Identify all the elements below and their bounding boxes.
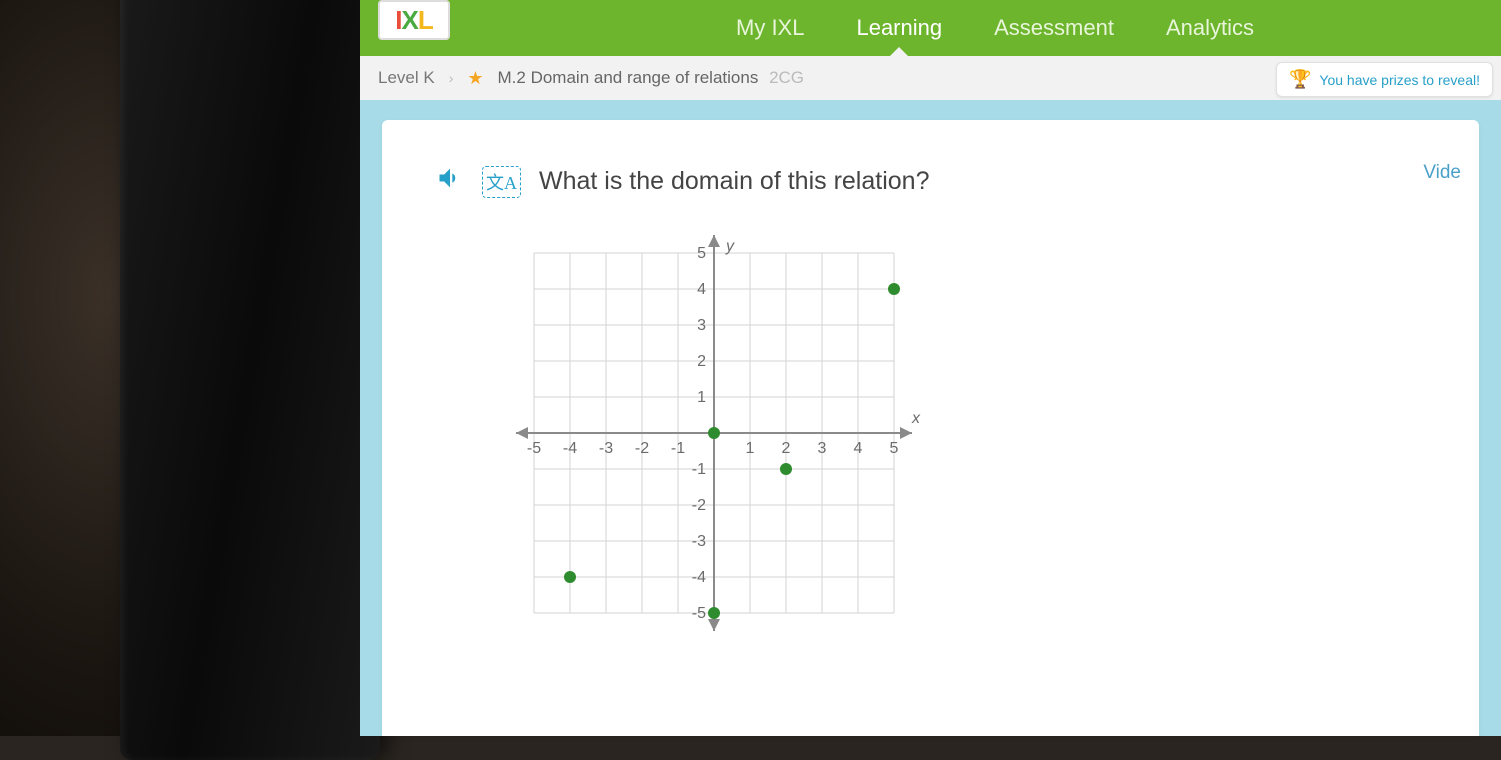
svg-text:5: 5 [890, 440, 899, 457]
svg-text:4: 4 [697, 281, 706, 298]
question-card: Vide 文A What is the domain of this relat… [382, 120, 1479, 736]
video-link[interactable]: Vide [1423, 162, 1461, 184]
top-nav: IXL My IXL Learning Assessment Analytics [360, 0, 1501, 56]
data-point [888, 283, 900, 295]
svg-text:-5: -5 [692, 605, 706, 622]
nav-learning[interactable]: Learning [830, 0, 968, 56]
svg-text:4: 4 [854, 440, 863, 457]
chart-container: -5 -4 -3 -2 -1 1 2 3 4 5 -5 -4 -3 -2 -1 1 2 3 4 5 y x [504, 223, 1425, 663]
svg-text:-4: -4 [563, 440, 577, 457]
svg-text:5: 5 [697, 245, 706, 262]
chevron-right-icon: › [449, 70, 454, 86]
svg-text:-3: -3 [599, 440, 613, 457]
svg-text:2: 2 [782, 440, 791, 457]
data-point [564, 571, 576, 583]
trophy-icon: 🏆 [1289, 69, 1311, 90]
svg-text:-5: -5 [527, 440, 541, 457]
immersive-reader-icon[interactable]: 文A [482, 166, 521, 198]
data-point [708, 427, 720, 439]
data-point [708, 607, 720, 619]
scatter-chart: -5 -4 -3 -2 -1 1 2 3 4 5 -5 -4 -3 -2 -1 1 2 3 4 5 y x [504, 223, 944, 663]
svg-text:-3: -3 [692, 533, 706, 550]
logo-text: IXL [395, 5, 432, 36]
prize-text: You have prizes to reveal! [1319, 72, 1480, 88]
svg-text:1: 1 [697, 389, 706, 406]
breadcrumb: Level K › ★ M.2 Domain and range of rela… [360, 56, 1501, 100]
content-stage: Vide 文A What is the domain of this relat… [360, 100, 1501, 736]
ixl-logo[interactable]: IXL [378, 0, 450, 40]
svg-text:2: 2 [697, 353, 706, 370]
tablet-bezel [120, 0, 380, 760]
svg-text:-2: -2 [692, 497, 706, 514]
nav-my-ixl[interactable]: My IXL [710, 0, 830, 56]
svg-text:1: 1 [746, 440, 755, 457]
app-screen: IXL My IXL Learning Assessment Analytics… [360, 0, 1501, 736]
question-text: What is the domain of this relation? [539, 167, 929, 196]
data-point [780, 463, 792, 475]
svg-text:-4: -4 [692, 569, 706, 586]
svg-text:3: 3 [697, 317, 706, 334]
svg-text:x: x [911, 410, 921, 427]
prize-badge[interactable]: 🏆 You have prizes to reveal! [1276, 62, 1493, 97]
svg-text:-1: -1 [692, 461, 706, 478]
svg-text:-1: -1 [671, 440, 685, 457]
question-row: 文A What is the domain of this relation? [436, 164, 1425, 199]
nav-assessment[interactable]: Assessment [968, 0, 1140, 56]
svg-text:-2: -2 [635, 440, 649, 457]
svg-text:3: 3 [818, 440, 827, 457]
breadcrumb-level[interactable]: Level K [378, 68, 435, 88]
breadcrumb-skill: M.2 Domain and range of relations 2CG [498, 68, 805, 88]
star-icon: ★ [467, 68, 483, 89]
svg-text:y: y [725, 238, 735, 255]
audio-icon[interactable] [436, 164, 464, 199]
nav-analytics[interactable]: Analytics [1140, 0, 1280, 56]
